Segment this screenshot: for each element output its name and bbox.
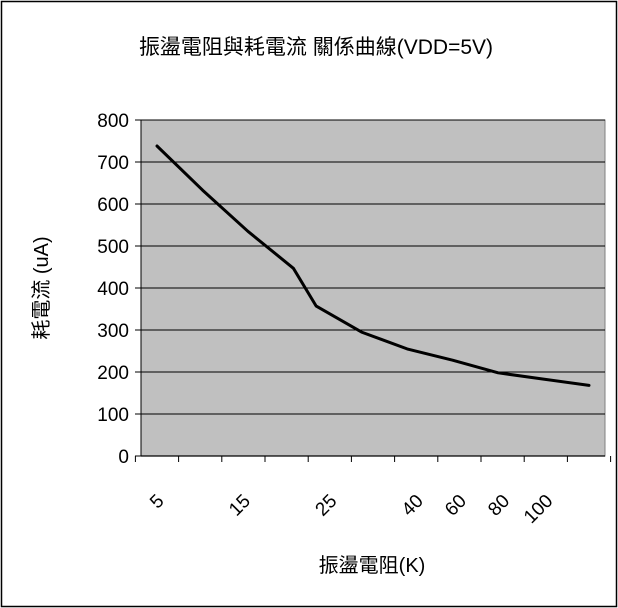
- x-axis-title: 振盪電阻(K): [319, 554, 426, 577]
- y-tick-label: 500: [97, 237, 129, 258]
- y-tick-label: 300: [97, 321, 129, 342]
- y-tick-label: 100: [97, 405, 129, 426]
- y-tick-label: 700: [97, 153, 129, 174]
- y-axis-title: 耗電流 (uA): [30, 236, 53, 339]
- y-tick-label: 600: [97, 195, 129, 216]
- y-axis: 0 100 200 300 400 500 600 700 800: [97, 111, 142, 468]
- y-tick-label: 400: [97, 279, 129, 300]
- series-layer: [155, 144, 591, 387]
- y-tick-label: 0: [118, 447, 129, 468]
- y-tick-label: 800: [97, 111, 129, 132]
- y-tick-label: 200: [97, 363, 129, 384]
- chart-title: 振盪電阻與耗電流 關係曲線(VDD=5V): [139, 36, 493, 59]
